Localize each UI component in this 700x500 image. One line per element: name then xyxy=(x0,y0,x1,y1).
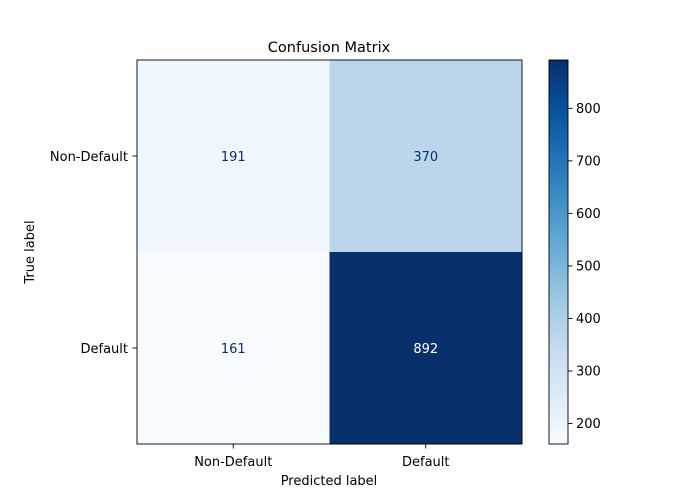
colorbar-tick-label: 700 xyxy=(576,154,601,169)
colorbar-gradient xyxy=(549,60,568,444)
plot-frame xyxy=(136,59,523,445)
cell-value-labels: 191 370 161 892 xyxy=(221,150,438,357)
colorbar-frame xyxy=(548,59,569,445)
heatmap-cell xyxy=(329,252,523,445)
x-axis-ticks: Non-Default Default xyxy=(194,444,450,470)
colorbar-ticks: 200 300 400 500 600 700 800 xyxy=(568,102,601,432)
colorbar: 200 300 400 500 600 700 800 xyxy=(548,59,601,445)
y-tick-label: Non-Default xyxy=(50,150,128,165)
cell-value-label: 892 xyxy=(413,342,438,357)
colorbar-tick-label: 800 xyxy=(576,102,601,117)
heatmap-cells xyxy=(137,60,523,445)
x-axis-label: Predicted label xyxy=(281,474,378,489)
y-tick-label: Default xyxy=(81,342,129,357)
cell-value-label: 370 xyxy=(413,150,438,165)
heatmap-cell xyxy=(329,60,523,253)
heatmap-cell xyxy=(137,252,330,445)
colorbar-tick-label: 500 xyxy=(576,259,601,274)
heatmap-cell xyxy=(137,60,330,253)
colorbar-tick-label: 600 xyxy=(576,207,601,222)
colorbar-tick-label: 200 xyxy=(576,417,601,432)
x-tick-label: Default xyxy=(402,455,450,470)
y-axis-ticks: Non-Default Default xyxy=(50,150,137,357)
x-tick-label: Non-Default xyxy=(194,455,272,470)
y-axis-label: True label xyxy=(23,220,38,284)
colorbar-tick-label: 400 xyxy=(576,312,601,327)
colorbar-tick-label: 300 xyxy=(576,364,601,379)
cell-value-label: 191 xyxy=(221,150,246,165)
cell-value-label: 161 xyxy=(221,342,246,357)
chart-title: Confusion Matrix xyxy=(268,40,391,56)
